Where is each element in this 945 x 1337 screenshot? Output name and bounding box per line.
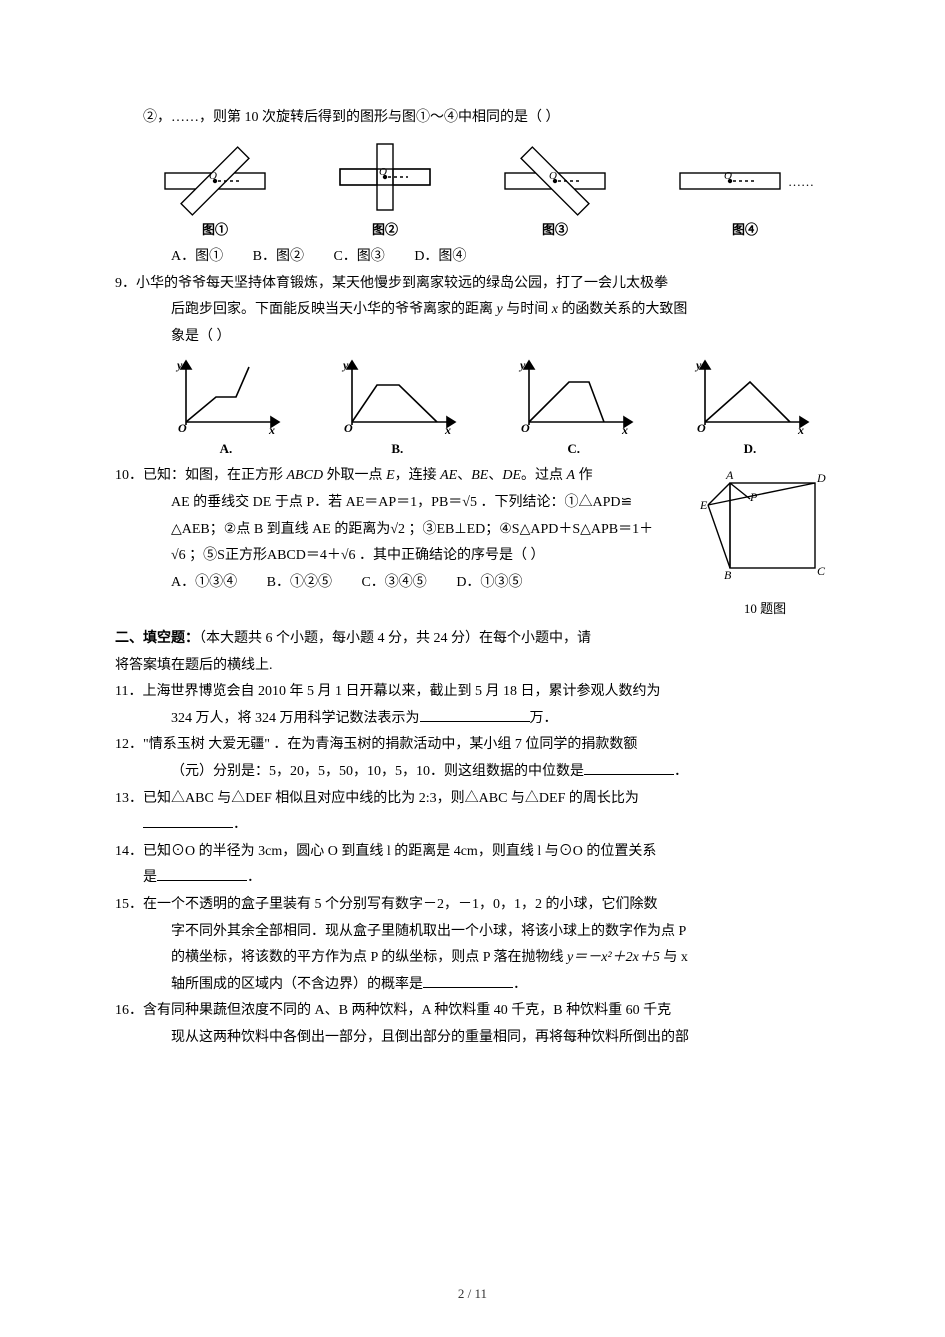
q8-fig3-label: 图③ [542,218,568,243]
svg-text:O: O [549,170,557,182]
svg-text:O: O [724,170,732,182]
q10-fig-caption: 10 题图 [700,597,830,622]
q9-opt-a: A. [220,437,233,462]
q16-line1: 16．含有同种果蔬但浓度不同的 A、B 两种饮料，A 种饮料重 40 千克，B … [115,998,830,1025]
q10-opt-c: C．③④⑤ [361,570,426,597]
q8-opt-b: B．图② [253,244,304,271]
q9-opt-d: D. [744,437,757,462]
svg-text:C: C [817,564,826,578]
q12-line1: 12．"情系玉树 大爱无疆" ．在为青海玉树的捐款活动中，某小组 7 位同学的捐… [115,732,830,759]
q15-line1: 15．在一个不透明的盒子里装有 5 个分别写有数字－2，－1，0，1，2 的小球… [115,892,830,919]
q14-line2: 是． [115,865,830,892]
q9-opt-b: B. [391,437,403,462]
q9-graph-a: y O x A. [171,357,281,462]
svg-text:O: O [344,421,353,435]
q9-graph-c: y O x C. [514,357,634,462]
q16-line2: 现从这两种饮料中各倒出一部分，且倒出部分的重量相同，再将每种饮料所倒出的部 [115,1025,830,1052]
q8-opt-d: D．图④ [414,244,466,271]
svg-text:y: y [694,358,702,372]
q10-figure: A D C B E P 10 题图 [700,465,830,622]
q8-opt-a: A．图① [171,244,223,271]
q8-fig2: O 图② [330,138,440,243]
q10-opt-d: D．①③⑤ [456,570,522,597]
q11-num: 11． [115,684,142,699]
q8-opt-c: C．图③ [333,244,384,271]
q14-line1: 14．已知⊙O 的半径为 3cm，圆心 O 到直线 l 的距离是 4cm，则直线… [115,839,830,866]
svg-text:P: P [749,490,758,504]
q10-opt-b: B．①②⑤ [267,570,332,597]
q12-blank [584,760,674,775]
svg-text:O: O [697,421,706,435]
svg-text:……: …… [788,174,814,189]
svg-text:x: x [621,423,628,435]
q8-fig4-label: 图④ [732,218,758,243]
section2-title: 二、填空题： [115,631,199,646]
q11-line1: 11．上海世界博览会自 2010 年 5 月 1 日开幕以来，截止到 5 月 1… [115,679,830,706]
q8-fig2-label: 图② [372,218,398,243]
svg-text:B: B [724,568,732,582]
q12-line2: （元）分别是：5，20，5，50，10，5，10．则这组数据的中位数是． [115,759,830,786]
q9-line1: 9．小华的爷爷每天坚持体育锻炼，某天他慢步到离家较远的绿岛公园，打了一会儿太极拳 [115,271,830,298]
q8-fig1-label: 图① [202,218,228,243]
q9-num: 9． [115,276,136,291]
q14-num: 14． [115,844,143,859]
svg-text:E: E [700,498,708,512]
svg-text:O: O [521,421,530,435]
svg-text:D: D [816,471,826,485]
q8-fig1: O 图① [155,146,275,243]
q8-figures: O 图① O 图② [115,132,830,245]
q11-blank [420,707,530,722]
svg-text:O: O [209,170,217,182]
svg-text:y: y [518,358,526,372]
svg-text:x: x [444,423,451,435]
q16-num: 16． [115,1003,143,1018]
q9-graphs: y O x A. y O x B. [115,351,830,464]
svg-text:y: y [341,358,349,372]
q13-num: 13． [115,791,143,806]
q9-line3: 象是（ ） [115,324,830,351]
page-footer: 2 / 11 [0,1282,945,1307]
svg-text:x: x [268,423,275,435]
q15-blank [423,973,513,988]
q11-line2: 324 万人，将 324 万用科学记数法表示为万． [115,706,830,733]
q14-blank [157,866,247,881]
svg-text:O: O [178,421,187,435]
q9-line2: 后跑步回家。下面能反映当天小华的爷爷离家的距离 y 与时间 x 的函数关系的大致… [115,297,830,324]
q15-line4: 轴所围成的区域内（不含边界）的概率是． [115,972,830,999]
q8-options: A．图① B．图② C．图③ D．图④ [115,244,830,271]
q15-num: 15． [115,897,143,912]
q13-line1: 13．已知△ABC 与△DEF 相似且对应中线的比为 2:3，则△ABC 与△D… [115,786,830,813]
svg-text:x: x [797,423,804,435]
q8-fig3: O 图③ [495,146,615,243]
q9-graph-b: y O x B. [337,357,457,462]
q13-blank [143,813,233,828]
svg-text:O: O [379,166,387,178]
q8-continuation: ②，……，则第 10 次旋转后得到的图形与图①～④中相同的是（ ） [115,105,830,132]
q8-fig4: O …… 图④ [670,146,820,243]
q9-opt-c: C. [567,437,580,462]
section2-header-line1: 二、填空题：（本大题共 6 个小题，每小题 4 分，共 24 分）在每个小题中，… [115,626,830,653]
q15-line3: 的横坐标，将该数的平方作为点 P 的纵坐标，则点 P 落在抛物线 y＝－x²＋2… [115,945,830,972]
section2-header-line2: 将答案填在题后的横线上. [115,653,830,680]
q15-line2: 字不同外其余全部相同．现从盒子里随机取出一个小球，将该小球上的数字作为点 P [115,919,830,946]
q12-num: 12． [115,737,143,752]
q10-opt-a: A．①③④ [171,570,237,597]
svg-text:A: A [725,468,734,482]
q13-line2: ． [115,812,830,839]
q9-graph-d: y O x D. [690,357,810,462]
svg-text:y: y [175,358,183,372]
q10-num: 10． [115,468,143,483]
